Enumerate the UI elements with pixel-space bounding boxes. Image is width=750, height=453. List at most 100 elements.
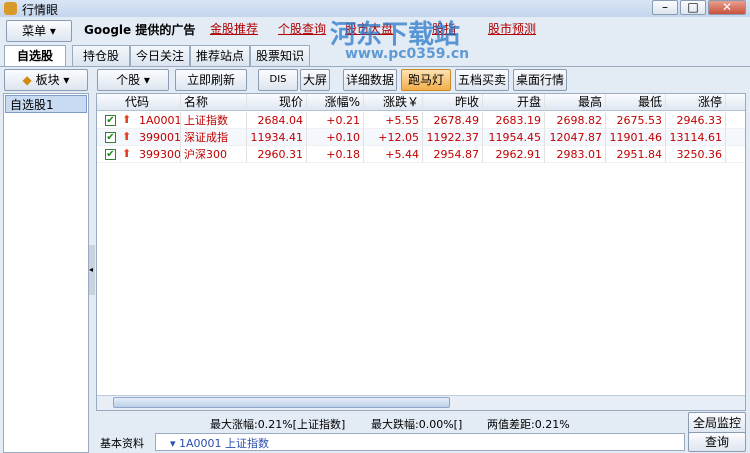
table-cell: 2954.87 [423, 146, 483, 163]
column-header[interactable]: 涨幅% [307, 94, 364, 111]
column-header[interactable]: 开盘 [483, 94, 545, 111]
table-cell: 11922.37 [423, 129, 483, 146]
tab-border [0, 66, 750, 67]
quote-table: 代码 名称 现价 涨幅% 涨跌￥ 昨收 开盘 最高 最低 涨停 ✔ ⬆ 1A0001 上证指数 2684.0… [96, 93, 746, 411]
table-cell: +5.55 [364, 112, 423, 129]
close-button[interactable]: ✕ [708, 0, 746, 15]
column-header[interactable]: 代码 [97, 94, 181, 111]
ad-link[interactable]: 金股推荐 [210, 22, 259, 36]
table-cell: +0.10 [307, 129, 364, 146]
desktop-button[interactable]: 桌面行情 [513, 69, 567, 91]
tab[interactable]: 股票知识 [250, 45, 310, 66]
table-cell: 2675.53 [606, 112, 666, 129]
sidebar-list [3, 93, 89, 453]
table-cell: 11954.45 [483, 129, 545, 146]
table-cell: +5.44 [364, 146, 423, 163]
table-cell: +0.18 [307, 146, 364, 163]
table-cell: 2678.49 [423, 112, 483, 129]
button-label: 立即刷新 [186, 73, 235, 87]
row-checkbox[interactable]: ✔ [105, 115, 116, 126]
column-header[interactable]: 涨停 [666, 94, 726, 111]
app-icon [4, 2, 17, 15]
table-cell: 2683.19 [483, 112, 545, 129]
tab-active[interactable]: 自选股 [4, 45, 66, 66]
table-cell: 2962.91 [483, 146, 545, 163]
window-title: 行情眼 [22, 3, 59, 17]
scroll-thumb[interactable] [113, 397, 450, 408]
depth-button[interactable]: 五档买卖 [455, 69, 509, 91]
table-cell: 26 [726, 146, 745, 163]
ad-link[interactable]: 股指 [432, 22, 457, 36]
column-header[interactable]: 涨跌￥ [364, 94, 423, 111]
sector-label: 板块 [35, 73, 60, 87]
query-text: ▾ 1A0001 上证指数 [170, 437, 270, 450]
table-cell: 2983.01 [545, 146, 606, 163]
ad-link[interactable]: 股市大盘 [345, 22, 394, 36]
table-cell: +12.05 [364, 129, 423, 146]
tab[interactable]: 今日关注 [130, 45, 190, 66]
button-label: 跑马灯 [407, 73, 444, 87]
column-header[interactable] [726, 94, 745, 111]
detail-button[interactable]: 详细数据 [343, 69, 397, 91]
table-cell: 上证指数 [181, 112, 247, 129]
table-cell: 1A0001 [97, 112, 181, 129]
button-label: 全局监控 [692, 416, 741, 430]
table-cell: 2951.84 [606, 146, 666, 163]
title-bar [0, 0, 750, 17]
sector-dropdown[interactable]: ◆ 板块 ▾ [4, 69, 88, 91]
ad-label: Google 提供的广告 [84, 23, 196, 37]
stock-dropdown[interactable]: 个股 ▾ [97, 69, 169, 91]
button-label: DIS [269, 74, 287, 85]
query-button[interactable]: 查询 [688, 432, 746, 452]
bigscreen-button[interactable]: 大屏 [300, 69, 330, 91]
marquee-button[interactable]: 跑马灯 [401, 69, 451, 91]
column-header[interactable]: 名称 [181, 94, 247, 111]
ad-link[interactable]: 个股查询 [278, 22, 327, 36]
watermark-name: 河东下载站 [330, 20, 461, 50]
max-fall: 最大跌幅:0.00%[] [371, 418, 463, 431]
table-cell: 399001 [97, 129, 181, 146]
table-cell: 12047.87 [545, 129, 606, 146]
column-header[interactable]: 最高 [545, 94, 606, 111]
maximize-button[interactable]: □ [680, 0, 706, 15]
refresh-button[interactable]: 立即刷新 [175, 69, 247, 91]
table-cell: 24 [726, 112, 745, 129]
button-label: 大屏 [302, 73, 327, 87]
query-value: 1A0001 上证指数 [179, 437, 270, 450]
table-cell: 2684.04 [247, 112, 307, 129]
button-label: 详细数据 [345, 73, 394, 87]
row-checkbox[interactable]: ✔ [105, 132, 116, 143]
stock-dropdown-label: 个股 [116, 73, 141, 87]
menu-label: 菜单 [22, 24, 47, 38]
table-cell: 11934.41 [247, 129, 307, 146]
up-arrow: ⬆ [122, 147, 132, 160]
minimize-button[interactable]: – [652, 0, 678, 15]
basic-info-label: 基本资料 [100, 437, 144, 450]
query-input[interactable] [155, 433, 685, 451]
table-cell: +0.21 [307, 112, 364, 129]
watermark-url: www.pc0359.cn [345, 46, 470, 62]
table-cell: 2698.82 [545, 112, 606, 129]
max-rise: 最大涨幅:0.21%[上证指数] [210, 418, 346, 431]
menu-dropdown[interactable]: 菜单 ▾ [6, 20, 72, 42]
row-checkbox[interactable]: ✔ [105, 149, 116, 160]
table-cell: 2946.33 [666, 112, 726, 129]
tab[interactable]: 推荐站点 [190, 45, 250, 66]
monitor-button[interactable]: 全局监控 [688, 412, 746, 434]
ad-link[interactable]: 股市预测 [488, 22, 537, 36]
spread: 两值差距:0.21% [487, 418, 570, 431]
button-label: 桌面行情 [515, 73, 564, 87]
column-header[interactable]: 昨收 [423, 94, 483, 111]
column-header[interactable]: 最低 [606, 94, 666, 111]
table-cell: 13114.61 [666, 129, 726, 146]
table-cell: 沪深300 [181, 146, 247, 163]
up-arrow: ⬆ [122, 113, 132, 126]
table-cell: 深证成指 [181, 129, 247, 146]
column-header[interactable]: 现价 [247, 94, 307, 111]
dis-button[interactable]: DIS [258, 69, 298, 91]
table-cell: 107 [726, 129, 745, 146]
splitter[interactable]: ◂ [89, 245, 95, 295]
sidebar-item[interactable]: 自选股1 [5, 95, 87, 113]
table-cell: 2960.31 [247, 146, 307, 163]
tab[interactable]: 持仓股 [72, 45, 130, 66]
